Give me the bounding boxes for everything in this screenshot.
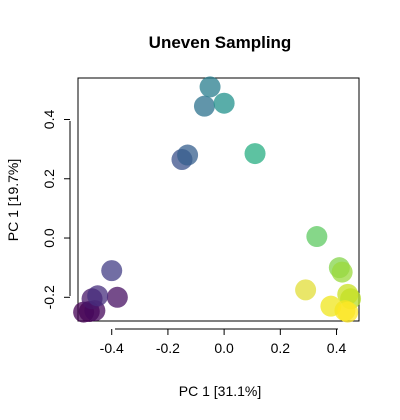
data-point	[101, 260, 123, 282]
data-point	[337, 301, 359, 323]
x-tick-label: -0.2	[156, 340, 180, 356]
data-points	[73, 76, 362, 323]
x-axis-ticks: -0.4 -0.2 0.0 0.2 0.4	[100, 329, 347, 356]
x-tick-label: 0.2	[271, 340, 291, 356]
data-point	[213, 92, 235, 114]
data-point	[106, 286, 128, 308]
data-point	[177, 144, 199, 166]
data-point	[193, 95, 215, 117]
chart-title: Uneven Sampling	[149, 33, 292, 52]
y-axis-label: PC 1 [19.7%]	[5, 159, 21, 242]
data-point	[295, 279, 317, 301]
y-tick-label: -0.2	[41, 285, 57, 309]
y-tick-label: 0.4	[41, 110, 57, 130]
y-axis-ticks: -0.2 0.0 0.2 0.4	[41, 110, 70, 309]
y-tick-label: 0.0	[41, 228, 57, 248]
data-point	[337, 283, 359, 305]
data-point	[306, 226, 328, 248]
y-tick-label: 0.2	[41, 169, 57, 189]
x-tick-label: 0.0	[214, 340, 234, 356]
x-axis-label: PC 1 [31.1%]	[179, 383, 262, 399]
data-point	[199, 76, 221, 98]
plot-frame	[77, 77, 360, 322]
x-tick-label: 0.4	[327, 340, 347, 356]
data-point	[87, 285, 109, 307]
data-point	[244, 143, 266, 165]
x-tick-label: -0.4	[100, 340, 124, 356]
data-point	[331, 261, 353, 283]
